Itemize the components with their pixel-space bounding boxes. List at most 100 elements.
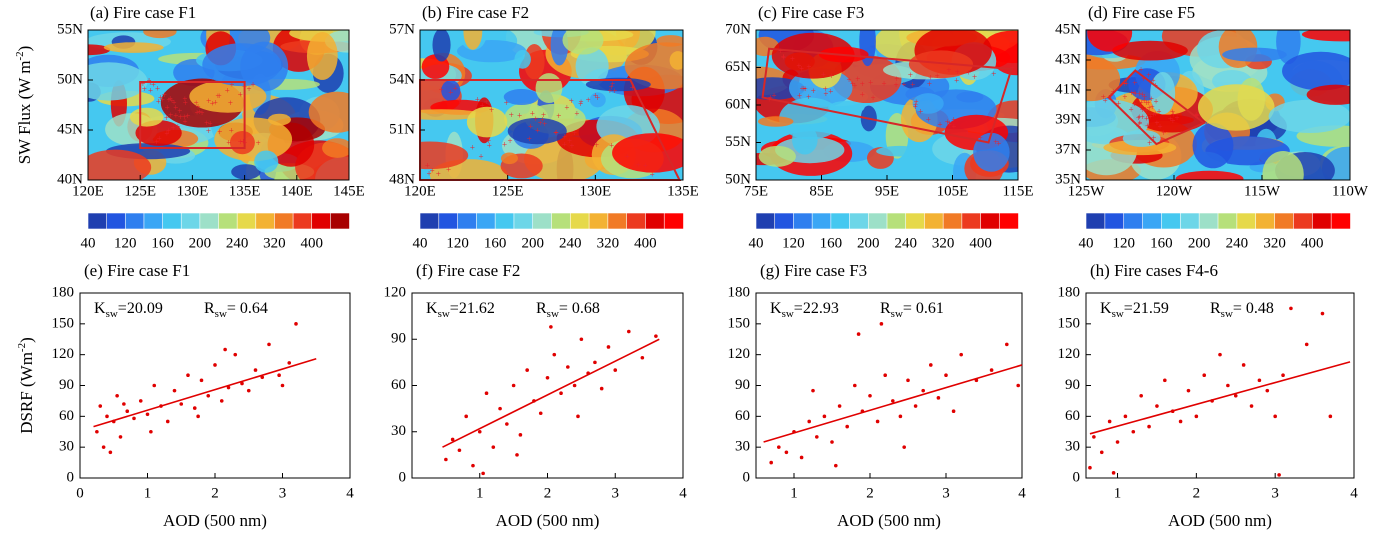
y-tick-label: 0	[1073, 469, 1081, 485]
colorbar-cell	[755, 212, 776, 230]
field-patch	[1175, 170, 1244, 180]
y-tick-label: 180	[1058, 284, 1081, 300]
colorbar-cell	[980, 212, 1001, 230]
fire-pixel: +	[1149, 94, 1154, 104]
scatter-point	[1304, 342, 1309, 347]
scatter-point	[853, 383, 857, 388]
scatter-point	[951, 409, 956, 413]
field-patch	[792, 125, 818, 155]
fit-line	[763, 364, 1023, 443]
panel-title: (b) Fire case F2	[422, 3, 529, 22]
fire-pixel: +	[607, 86, 612, 96]
y-axis-title-end: )	[15, 46, 34, 52]
fire-pixel: +	[972, 72, 977, 82]
colorbar-label: 240	[226, 235, 249, 251]
field-patch	[523, 44, 545, 80]
fire-pixel: +	[1141, 74, 1146, 84]
scatter-point	[464, 414, 469, 419]
y-tick-label: 41N	[1055, 81, 1081, 97]
fire-pixel: +	[208, 119, 213, 129]
colorbar-label: 160	[820, 235, 843, 251]
fire-pixel: +	[206, 126, 211, 136]
colorbar-cell	[1123, 212, 1144, 230]
fire-pixel: +	[823, 84, 828, 94]
colorbar-cell	[513, 212, 534, 230]
colorbar-label: 240	[894, 235, 917, 251]
scatter-point	[929, 363, 933, 367]
fire-pixel: +	[556, 111, 561, 121]
y-axis-title-sup: -2	[16, 343, 28, 352]
colorbar-label: 400	[969, 235, 992, 251]
fire-pixel: +	[533, 114, 538, 124]
fire-pixel: +	[155, 83, 160, 93]
scatter-point	[959, 352, 963, 357]
plot-frame	[79, 292, 351, 479]
field-patch	[1192, 122, 1234, 169]
colorbar-label: 160	[1150, 235, 1173, 251]
scatter-point	[219, 399, 224, 403]
scatter-point	[891, 399, 895, 403]
fire-pixel: +	[778, 46, 783, 56]
fire-pixel: +	[158, 93, 163, 103]
fire-pixel: +	[609, 140, 614, 150]
scatter-point	[586, 371, 590, 375]
fire-pixel: +	[489, 105, 494, 115]
x-tick-label: 3	[612, 485, 620, 501]
colorbar-cell	[867, 212, 888, 230]
fire-pixel: +	[213, 97, 218, 107]
colorbar-cell	[626, 212, 647, 230]
scatter-point	[913, 404, 918, 408]
field-patch	[466, 106, 508, 138]
fire-pixel: +	[947, 119, 952, 129]
field-patch	[624, 42, 683, 90]
fire-pixel: +	[908, 70, 913, 80]
field-patch	[88, 149, 152, 180]
fire-pixel: +	[966, 68, 971, 78]
fire-pixel: +	[799, 84, 804, 94]
fire-pixel: +	[182, 112, 187, 122]
fire-pixel: +	[157, 133, 162, 143]
annotation-value: =20.09	[118, 300, 163, 317]
field-patch	[1301, 30, 1350, 42]
fire-pixel: +	[457, 96, 462, 106]
fire-pixel: +	[828, 86, 833, 96]
fire-pixel: +	[1157, 106, 1162, 116]
fire-pixel: +	[1140, 112, 1145, 122]
fire-pixel: +	[238, 137, 243, 147]
colorbar-cell	[1236, 212, 1257, 230]
colorbar-cell	[1104, 212, 1125, 230]
fire-pixel: +	[1103, 96, 1108, 106]
fire-pixel: +	[1133, 89, 1138, 99]
fire-pixel: +	[484, 97, 489, 107]
x-tick-label: 2	[1193, 485, 1201, 501]
colorbar-cell	[830, 212, 851, 230]
scatter-point	[769, 460, 773, 465]
fire-pixel: +	[185, 111, 190, 121]
fire-pixel: +	[1122, 79, 1127, 89]
y-axis-title-sup: -2	[14, 51, 26, 60]
fire-pixel: +	[1136, 113, 1141, 123]
colorbar-label: 120	[782, 235, 805, 251]
colorbar-label: 160	[484, 235, 507, 251]
y-tick-label: 150	[1058, 315, 1081, 331]
scatter-point	[1088, 465, 1092, 470]
colorbar-cell	[663, 212, 684, 230]
fire-pixel: +	[146, 75, 151, 85]
fire-pixel: +	[1153, 97, 1158, 107]
fire-pixel: +	[894, 74, 899, 84]
fire-pixel: +	[241, 136, 246, 146]
scatter-point	[552, 352, 557, 357]
fire-pixel: +	[574, 108, 579, 118]
colorbar-cell	[811, 212, 832, 230]
fire-pixel: +	[479, 151, 484, 161]
scatter-point	[138, 399, 143, 403]
x-tick-label: 2	[211, 485, 219, 501]
x-tick-label: 2	[544, 485, 552, 501]
field-patch	[562, 30, 604, 55]
fire-pixel: +	[938, 120, 943, 130]
scatter-point	[471, 463, 475, 468]
scatter-point	[837, 404, 842, 408]
scatter-point	[149, 429, 153, 434]
fire-pixel: +	[1144, 106, 1149, 116]
colorbar-cell	[551, 212, 572, 230]
